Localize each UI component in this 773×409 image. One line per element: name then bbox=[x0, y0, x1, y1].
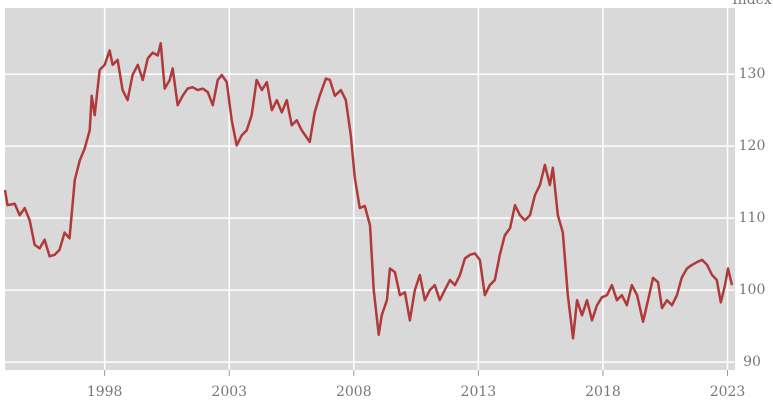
x-tick-label: 2013 bbox=[461, 384, 497, 400]
y-tick-label: 90 bbox=[743, 354, 761, 370]
y-tick-label: 120 bbox=[739, 138, 766, 154]
x-tick-label: 2003 bbox=[211, 384, 247, 400]
y-axis-label: Index bbox=[732, 0, 772, 8]
plot-area bbox=[5, 8, 735, 370]
x-tick-label: 2023 bbox=[710, 384, 746, 400]
y-tick-label: 130 bbox=[739, 66, 766, 82]
x-tick-label: 2018 bbox=[585, 384, 621, 400]
x-tick-label: 1998 bbox=[87, 384, 123, 400]
y-tick-label: 100 bbox=[739, 282, 766, 298]
y-tick-label: 110 bbox=[739, 210, 766, 226]
data-line bbox=[3, 42, 734, 340]
x-tick-label: 2008 bbox=[336, 384, 372, 400]
